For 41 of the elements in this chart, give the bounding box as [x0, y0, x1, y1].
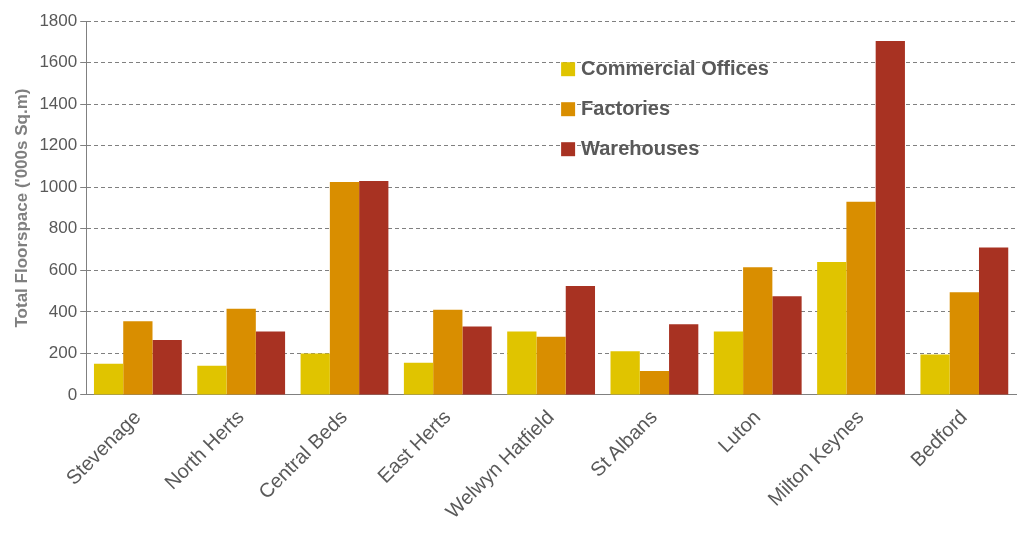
y-tick-label: 1200	[39, 135, 78, 155]
y-tick-label: 0	[67, 384, 78, 404]
legend-label: Commercial Offices	[581, 56, 769, 79]
y-tick-label: 800	[48, 218, 78, 238]
y-tick-label: 1600	[39, 52, 78, 72]
y-tick-label: 200	[48, 343, 78, 363]
bar	[123, 321, 153, 395]
bar	[433, 309, 463, 395]
bar	[152, 339, 182, 395]
y-tick-label: 1000	[39, 176, 78, 196]
bar	[93, 363, 124, 395]
bar	[772, 296, 802, 395]
bar	[949, 292, 979, 395]
y-tick-label: 600	[48, 260, 78, 280]
y-tick-label: 1400	[39, 93, 78, 113]
bar	[226, 308, 256, 395]
bar	[565, 285, 596, 395]
bar	[920, 354, 950, 395]
bar	[507, 331, 537, 395]
y-tick-label: 400	[48, 301, 78, 321]
bar	[536, 336, 566, 395]
legend-label: Factories	[581, 96, 671, 119]
bar	[817, 262, 847, 395]
bar	[197, 365, 227, 395]
bar	[610, 351, 640, 395]
bar	[359, 181, 389, 395]
bar	[669, 324, 699, 395]
bar	[639, 371, 670, 395]
bar	[329, 182, 360, 395]
bar	[743, 267, 773, 395]
bar	[462, 326, 492, 395]
legend-label: Warehouses	[581, 136, 700, 159]
bar	[846, 201, 876, 395]
bar	[978, 247, 1009, 395]
bar	[875, 40, 905, 395]
bar	[300, 353, 330, 395]
y-tick-label: 1800	[39, 10, 78, 30]
y-axis-title: Total Floorspace ('000s Sq.m)	[11, 88, 31, 328]
bar	[713, 331, 744, 395]
bar	[403, 362, 434, 395]
bar	[255, 331, 286, 395]
